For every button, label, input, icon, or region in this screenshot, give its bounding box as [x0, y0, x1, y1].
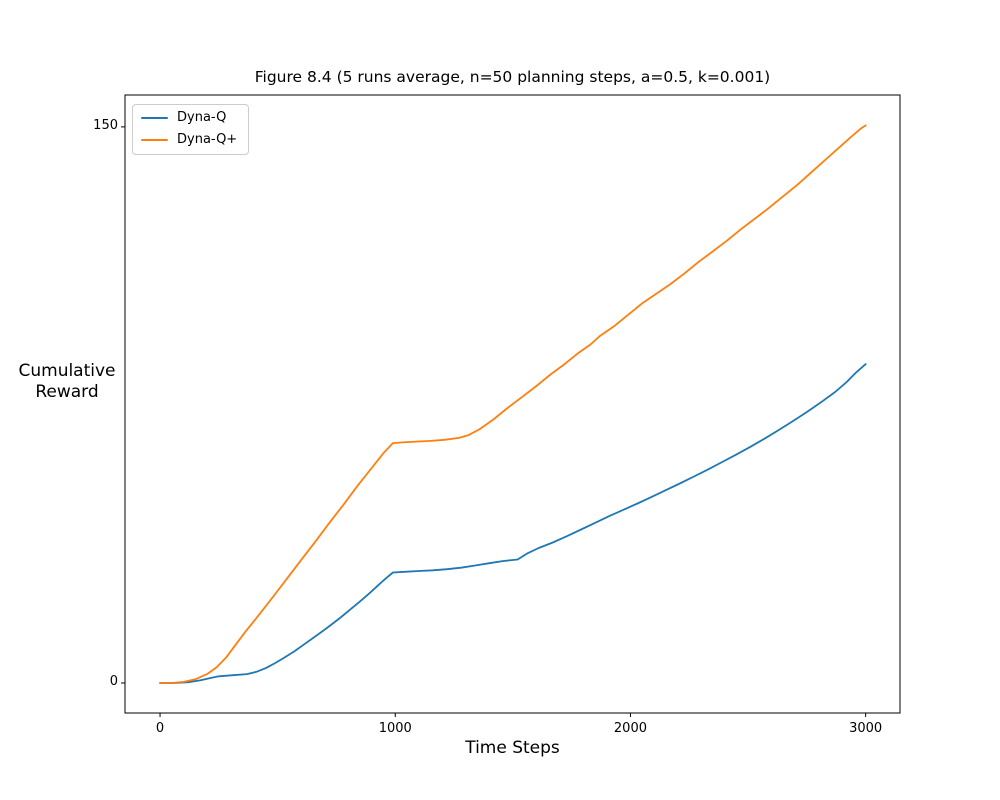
legend: Dyna-Q Dyna-Q+ — [132, 104, 250, 155]
dyna-q-line-swatch — [141, 116, 168, 120]
series-line-dyna-q-plus — [159, 124, 867, 684]
x-axis-label: Time Steps — [465, 738, 560, 758]
x-tick-label: 3000 — [849, 721, 883, 736]
series-line-dyna-q — [159, 363, 867, 684]
legend-item-dyna-q: Dyna-Q — [141, 111, 237, 125]
x-tick-label: 2000 — [613, 721, 647, 736]
x-tick-label: 1000 — [378, 721, 412, 736]
y-tick-label: 0 — [109, 673, 118, 689]
y-axis-label: Cumulative Reward — [18, 361, 116, 402]
legend-item-dyna-q-plus: Dyna-Q+ — [141, 133, 237, 147]
chart-title: Figure 8.4 (5 runs average, n=50 plannin… — [254, 68, 771, 86]
y-tick-label: 150 — [93, 117, 118, 133]
legend-label-dyna-q: Dyna-Q — [177, 110, 227, 125]
x-tick-label: 0 — [155, 721, 165, 736]
legend-label-dyna-q-plus: Dyna-Q+ — [177, 132, 238, 147]
dyna-q-plus-line-swatch — [141, 138, 168, 142]
plot-border — [124, 94, 901, 714]
